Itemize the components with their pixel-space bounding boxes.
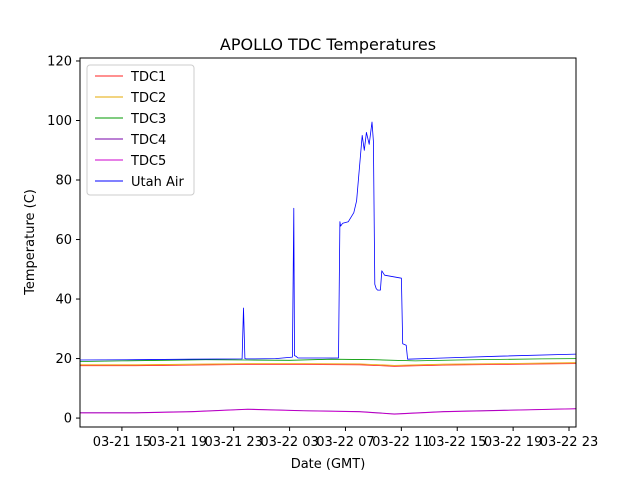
y-tick-label: 40	[55, 293, 72, 308]
x-tick-label: 03-22 23	[540, 435, 598, 450]
y-tick-label: 80	[55, 174, 72, 189]
y-tick-label: 20	[55, 352, 72, 367]
x-tick-label: 03-22 11	[372, 435, 430, 450]
y-tick-label: 0	[64, 412, 72, 427]
series-line-tdc5	[80, 408, 577, 415]
x-tick-label: 03-22 07	[316, 435, 374, 450]
series-line-tdc2	[80, 362, 577, 366]
x-tick-label: 03-21 19	[149, 435, 207, 450]
series-line-tdc3	[79, 358, 577, 362]
y-tick-label: 60	[55, 233, 72, 248]
x-tick-label: 03-22 15	[428, 435, 486, 450]
legend-label-tdc4: TDC4	[130, 133, 166, 148]
legend-label-tdc1: TDC1	[130, 70, 166, 85]
y-axis-title: Temperature (C)	[23, 189, 38, 296]
legend: TDC1 TDC2 TDC3 TDC4 TDC5 Utah Air	[86, 64, 195, 196]
x-tick-label: 03-22 03	[260, 435, 318, 450]
series-line-utah-air	[79, 121, 577, 361]
legend-label-tdc2: TDC2	[130, 91, 166, 106]
x-tick-label: 03-21 23	[204, 435, 262, 450]
x-tick-label: 03-21 15	[93, 435, 151, 450]
y-tick-label: 100	[47, 114, 72, 129]
plot-frame	[79, 57, 577, 428]
x-tick-label: 03-22 19	[484, 435, 542, 450]
y-axis-ticks: 0 20 40 60 80 100 120	[47, 54, 80, 427]
legend-label-tdc5: TDC5	[130, 154, 166, 169]
legend-label-utah-air: Utah Air	[131, 175, 184, 190]
y-tick-label: 120	[47, 54, 72, 69]
plot-lines	[79, 121, 577, 415]
legend-label-tdc3: TDC3	[130, 112, 166, 127]
chart-title: APOLLO TDC Temperatures	[220, 35, 436, 54]
series-line-tdc1	[80, 363, 577, 367]
x-axis-title: Date (GMT)	[291, 457, 366, 472]
